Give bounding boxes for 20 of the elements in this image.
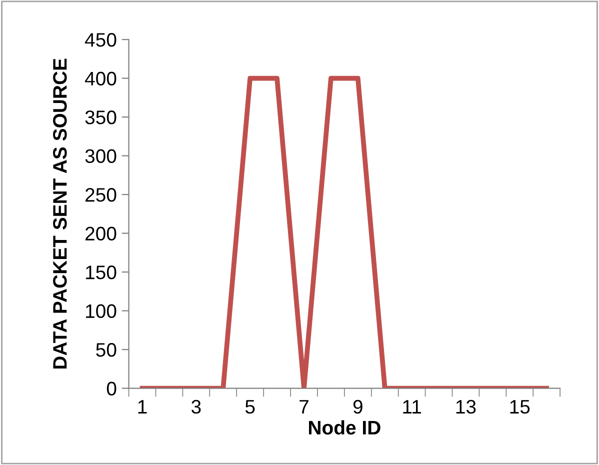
x-tick-label: 3	[192, 400, 201, 414]
y-tick-label: 0	[106, 382, 116, 396]
y-tick-label: 50	[96, 342, 116, 357]
y-tick-label: 150	[86, 265, 116, 280]
x-tick-label: 1	[138, 400, 147, 414]
y-tick-label: 350	[85, 110, 116, 124]
y-tick-label: 100	[86, 304, 116, 318]
y-tick-label: 400	[84, 72, 116, 86]
x-tick-label: 15	[510, 400, 530, 414]
x-tick-label: 13	[456, 400, 476, 414]
y-tick-label: 200	[86, 226, 116, 241]
x-tick-label: 11	[403, 400, 421, 414]
y-tick-label: 250	[86, 188, 116, 202]
x-tick-label: 9	[353, 400, 362, 414]
y-axis-title: DATA PACKET SENT AS SOURCE	[53, 58, 67, 369]
x-tick-label: 5	[245, 400, 255, 414]
y-tick-label: 300	[85, 149, 116, 164]
y-tick-label: 450	[84, 32, 116, 47]
x-axis-title: Node ID	[309, 420, 380, 435]
x-tick-label: 7	[300, 400, 308, 414]
